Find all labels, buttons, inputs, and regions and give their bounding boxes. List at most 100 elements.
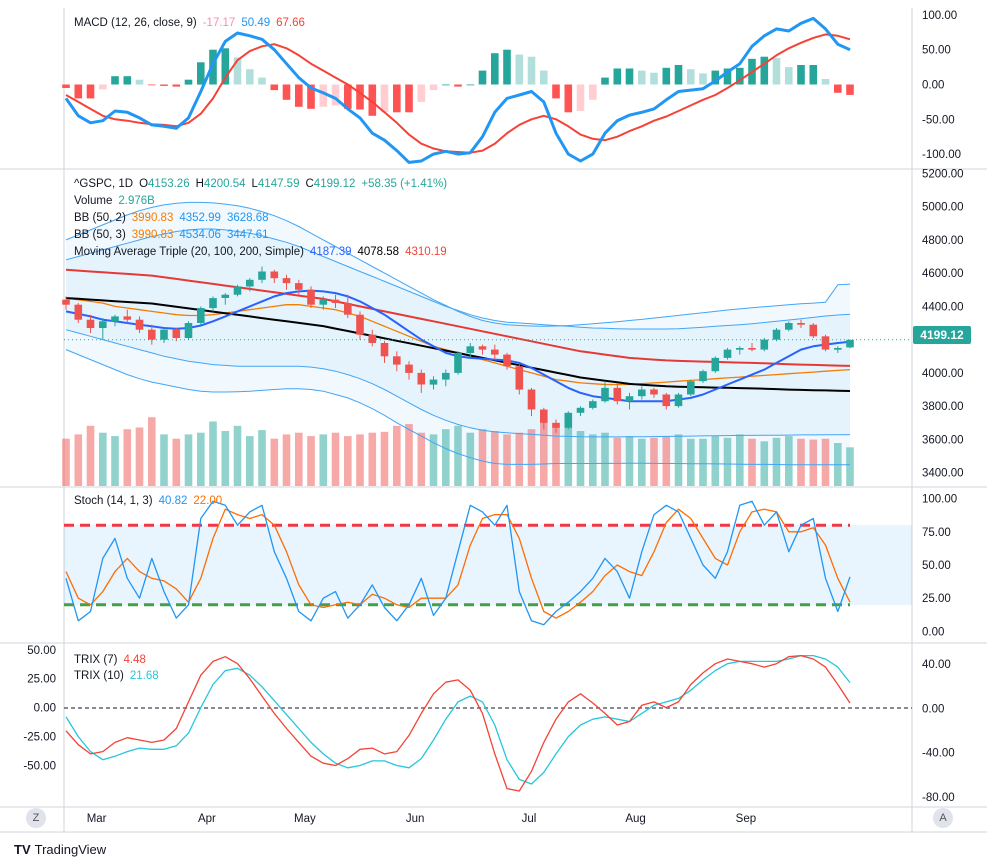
volume-bar — [74, 434, 83, 486]
macd-histogram-bar — [184, 79, 193, 85]
volume-bar — [295, 432, 303, 486]
macd-histogram-bar — [233, 57, 242, 85]
candle-body — [209, 298, 217, 309]
macd-histogram-bar — [466, 84, 475, 86]
macd-histogram-bar — [258, 77, 266, 85]
volume-bar — [393, 425, 401, 486]
trix10-label: TRIX (10) — [74, 670, 124, 682]
candle-body — [197, 308, 205, 323]
candle-body — [589, 401, 597, 408]
bb3-upper: 4534.06 — [179, 229, 221, 241]
volume-bar — [405, 424, 413, 486]
candle-body — [552, 422, 560, 428]
volume-bar — [344, 436, 352, 486]
price-axis-label: 3400.00 — [922, 468, 964, 480]
price-axis-label: 5000.00 — [922, 202, 964, 214]
volume-bar — [331, 432, 340, 486]
price-axis-label: 4800.00 — [922, 235, 964, 247]
candle-body — [184, 323, 193, 338]
candle-body — [246, 279, 254, 287]
candle-body — [135, 319, 144, 330]
bb3-upper-line — [65, 201, 851, 327]
candle-body — [233, 286, 242, 295]
x-axis-label: May — [294, 813, 316, 825]
macd-histogram-bar — [589, 84, 597, 100]
x-axis-label: Sep — [736, 813, 756, 825]
volume-bar — [417, 432, 426, 486]
candle-body — [760, 339, 769, 350]
auto-scale-button[interactable]: A — [933, 808, 953, 828]
candle-body — [429, 379, 438, 385]
candle-body — [834, 348, 842, 350]
candle-body — [687, 381, 695, 395]
macd-histogram-bar — [699, 73, 707, 85]
bb2-lower: 3628.68 — [226, 212, 269, 224]
volume-bar — [527, 429, 536, 486]
macd-histogram-bar — [99, 84, 107, 90]
open-value: 4153.26 — [148, 178, 190, 190]
candle-body — [662, 394, 671, 407]
high-value: 4200.54 — [203, 178, 246, 190]
trix-right-axis-label: -40.00 — [922, 748, 955, 760]
x-axis-label: Mar — [87, 813, 107, 825]
volume-bar — [233, 425, 242, 486]
macd-histogram-bar — [74, 84, 83, 99]
trix-left-axis-label: 25.00 — [27, 674, 56, 686]
volume-bar — [797, 438, 805, 486]
last-price-tag: 4199.12 — [913, 326, 971, 344]
candle-body — [674, 394, 683, 407]
candle-body — [270, 271, 279, 279]
candle-body — [99, 321, 107, 328]
macd-histogram-bar — [625, 68, 634, 85]
volume-legend: Volume 2.976B — [74, 194, 161, 208]
volume-bar — [135, 427, 144, 486]
macd-histogram-bar — [797, 65, 805, 85]
price-axis-label: 4400.00 — [922, 301, 964, 313]
candle-body — [821, 336, 830, 350]
mat-legend: Moving Average Triple (20, 100, 200, Sim… — [74, 245, 453, 259]
bb3-basis: 3990.83 — [131, 229, 174, 241]
volume-bar — [442, 429, 450, 486]
candle-body — [601, 387, 609, 402]
macd-histogram-bar — [601, 77, 609, 85]
trix-left-axis-label: 50.00 — [27, 645, 56, 657]
tradingview-brand[interactable]: TV TradingView — [14, 842, 106, 857]
stoch-d-line — [65, 508, 851, 619]
stoch-label: Stoch (14, 1, 3) — [74, 495, 153, 507]
volume-bar — [674, 434, 683, 486]
volume-bar — [356, 434, 364, 486]
bb2-upper: 4352.99 — [179, 212, 221, 224]
candle-body — [772, 329, 781, 340]
macd-histogram-bar — [834, 84, 842, 93]
candle-body — [650, 389, 658, 395]
candle-body — [86, 319, 95, 328]
macd-line — [64, 16, 851, 164]
price-legend: ^GSPC, 1D O4153.26 H4200.54 L4147.59 C4199.1… — [74, 178, 448, 190]
candle-body — [111, 316, 119, 322]
volume-bar — [368, 432, 377, 486]
trix-left-axis-label: -50.00 — [23, 761, 56, 773]
candle-body — [221, 294, 230, 298]
macd-histogram-bar — [650, 72, 658, 85]
macd-histogram-bar — [86, 84, 95, 99]
macd-histogram-bar — [197, 62, 205, 85]
bb3-lower: 3447.61 — [226, 229, 269, 241]
stoch-k-line — [65, 500, 851, 626]
volume-bar — [760, 441, 769, 486]
background — [0, 0, 987, 832]
stoch-axis-label: 0.00 — [922, 626, 944, 638]
volume-bar — [821, 438, 830, 486]
macd-histogram-bar — [393, 84, 401, 113]
volume-bar — [111, 436, 119, 486]
trix10-value: 21.68 — [129, 670, 159, 682]
macd-histogram-bar — [662, 67, 671, 85]
candle-body — [515, 366, 524, 390]
candle-body — [160, 329, 168, 340]
close-value: 4199.12 — [313, 178, 356, 190]
bb3-legend: BB (50, 3) 3990.83 4534.06 3447.61 — [74, 228, 275, 242]
timezone-button[interactable]: Z — [26, 808, 46, 828]
volume-label: Volume — [74, 195, 113, 207]
volume-bar — [62, 438, 70, 486]
price-axis-label: 4600.00 — [922, 268, 964, 280]
